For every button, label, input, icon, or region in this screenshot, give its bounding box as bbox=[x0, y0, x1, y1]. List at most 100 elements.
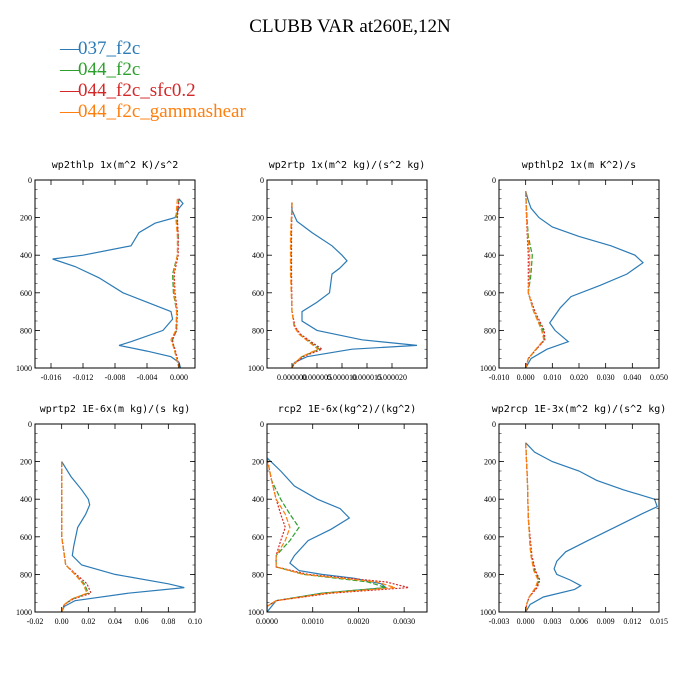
y-tick-label: 200 bbox=[20, 458, 32, 467]
legend-label: 044_f2c_sfc0.2 bbox=[78, 80, 196, 101]
profile-panel: wprtp2 1E-6x(m kg)/(s kg) 0 200 400 600 800 10… bbox=[16, 404, 202, 626]
legend-label: 044_f2c_gammashear bbox=[78, 101, 246, 122]
legend-item-044-f2c-gammashear: —044_f2c_gammashear bbox=[60, 101, 246, 122]
x-tick-label: 0.010 bbox=[543, 373, 561, 382]
x-tick-label: 0.015 bbox=[650, 617, 668, 626]
y-tick-label: 800 bbox=[20, 570, 32, 579]
panel-frame bbox=[34, 423, 196, 613]
y-tick-label: 0 bbox=[260, 420, 264, 429]
x-tick-label: 0.000020 bbox=[377, 373, 407, 382]
panel-frame bbox=[498, 423, 660, 613]
x-tick-label: 0.10 bbox=[188, 617, 202, 626]
x-tick-label: 0.00 bbox=[55, 617, 69, 626]
x-tick-label: 0.0030 bbox=[393, 617, 415, 626]
x-tick-label: 0.000000 bbox=[277, 373, 307, 382]
series-line bbox=[61, 461, 185, 612]
panel-frame bbox=[266, 423, 428, 613]
profile-panel: wp2rtp 1x(m^2 kg)/(s^2 kg) 0 200 400 600 800 1… bbox=[248, 160, 428, 382]
y-tick-label: 800 bbox=[252, 570, 264, 579]
y-tick-label: 0 bbox=[28, 176, 32, 185]
x-tick-label: 0.06 bbox=[135, 617, 149, 626]
series-line bbox=[525, 442, 541, 612]
y-tick-label: 400 bbox=[20, 251, 32, 260]
y-tick-label: 800 bbox=[484, 570, 496, 579]
x-tick-label: 0.012 bbox=[623, 617, 641, 626]
y-tick-label: 600 bbox=[484, 289, 496, 298]
x-tick-label: 0.0020 bbox=[347, 617, 369, 626]
x-tick-label: 0.04 bbox=[108, 617, 122, 626]
y-tick-label: 600 bbox=[252, 289, 264, 298]
x-tick-label: 0.0000 bbox=[256, 617, 278, 626]
x-tick-label: -0.012 bbox=[73, 373, 94, 382]
series-line bbox=[61, 461, 90, 612]
x-tick-label: -0.003 bbox=[489, 617, 510, 626]
y-tick-label: 600 bbox=[484, 533, 496, 542]
x-tick-label: 0.020 bbox=[570, 373, 588, 382]
y-tick-label: 200 bbox=[252, 214, 264, 223]
y-tick-label: 200 bbox=[484, 214, 496, 223]
x-tick-label: 0.000 bbox=[517, 373, 535, 382]
y-tick-label: 600 bbox=[20, 533, 32, 542]
series-line bbox=[61, 461, 88, 612]
y-tick-label: 1000 bbox=[480, 364, 496, 373]
panel-title: wprtp2 1E-6x(m kg)/(s kg) bbox=[40, 404, 191, 415]
x-tick-label: 0.000 bbox=[170, 373, 188, 382]
y-tick-label: 400 bbox=[20, 495, 32, 504]
panel-title: rcp2 1E-6x(kg^2)/(kg^2) bbox=[278, 404, 416, 415]
y-tick-label: 600 bbox=[20, 289, 32, 298]
panel-title: wpthlp2 1x(m K^2)/s bbox=[522, 160, 636, 171]
y-tick-label: 800 bbox=[20, 326, 32, 335]
legend-line-icon: — bbox=[60, 59, 79, 80]
series-line bbox=[267, 457, 396, 612]
y-tick-label: 400 bbox=[484, 251, 496, 260]
y-tick-label: 1000 bbox=[480, 608, 496, 617]
x-tick-label: 0.08 bbox=[161, 617, 175, 626]
x-tick-label: -0.004 bbox=[137, 373, 158, 382]
x-tick-label: 0.040 bbox=[623, 373, 641, 382]
y-tick-label: 800 bbox=[484, 326, 496, 335]
y-tick-label: 0 bbox=[28, 420, 32, 429]
profile-panel: rcp2 1E-6x(kg^2)/(kg^2) 0 200 400 600 800 1000… bbox=[248, 404, 428, 626]
series-line bbox=[291, 202, 418, 368]
series-line bbox=[525, 442, 540, 612]
series-line bbox=[267, 457, 409, 612]
x-tick-label: -0.010 bbox=[489, 373, 510, 382]
legend: —037_f2c —044_f2c —044_f2c_sfc0.2 —044_f… bbox=[60, 38, 246, 122]
x-tick-label: 0.000005 bbox=[302, 373, 332, 382]
x-tick-label: 0.009 bbox=[597, 617, 615, 626]
series-line bbox=[525, 191, 644, 368]
series-line bbox=[170, 198, 180, 368]
series-line bbox=[171, 198, 180, 368]
y-tick-label: 1000 bbox=[16, 364, 32, 373]
x-tick-label: 0.000 bbox=[517, 617, 535, 626]
x-tick-label: 0.003 bbox=[543, 617, 561, 626]
profile-panel: wp2rcp 1E-3x(m^2 kg)/(s^2 kg) 0 200 400 600 8… bbox=[480, 404, 668, 626]
x-tick-label: -0.016 bbox=[41, 373, 62, 382]
panel-title: wp2thlp 1x(m^2 K)/s^2 bbox=[52, 160, 178, 171]
y-tick-label: 1000 bbox=[248, 364, 264, 373]
y-tick-label: 1000 bbox=[248, 608, 264, 617]
legend-line-icon: — bbox=[60, 38, 79, 59]
series-line bbox=[267, 457, 387, 612]
x-tick-label: 0.006 bbox=[570, 617, 588, 626]
series-line bbox=[52, 198, 184, 368]
figure-title: CLUBB VAR at260E,12N bbox=[249, 16, 451, 37]
y-tick-label: 1000 bbox=[16, 608, 32, 617]
panel-title: wp2rtp 1x(m^2 kg)/(s^2 kg) bbox=[269, 160, 426, 171]
y-tick-label: 200 bbox=[20, 214, 32, 223]
series-line bbox=[525, 191, 546, 368]
x-tick-label: 0.030 bbox=[597, 373, 615, 382]
legend-label: 037_f2c bbox=[78, 38, 141, 59]
series-line bbox=[525, 442, 539, 612]
x-tick-label: -0.008 bbox=[105, 373, 126, 382]
x-tick-label: 0.000015 bbox=[352, 373, 382, 382]
profile-panel: wpthlp2 1x(m K^2)/s 0 200 400 600 800 1000-0.0… bbox=[480, 160, 668, 382]
legend-item-044-f2c: —044_f2c bbox=[60, 59, 246, 80]
panel-title: wp2rcp 1E-3x(m^2 kg)/(s^2 kg) bbox=[492, 404, 667, 415]
y-tick-label: 0 bbox=[492, 420, 496, 429]
y-tick-label: 200 bbox=[252, 458, 264, 467]
legend-label: 044_f2c bbox=[78, 59, 141, 80]
y-tick-label: 0 bbox=[492, 176, 496, 185]
x-tick-label: 0.000010 bbox=[327, 373, 357, 382]
